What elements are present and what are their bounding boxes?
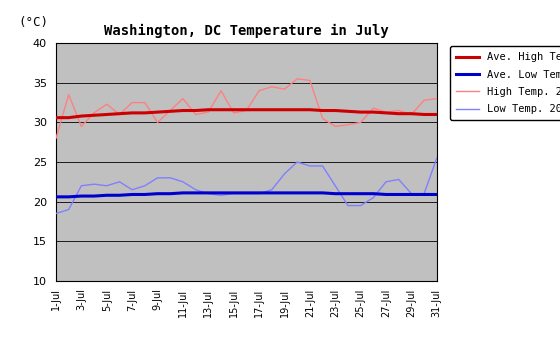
Legend: Ave. High Temp., Ave. Low Temp., High Temp. 2008, Low Temp. 2008: Ave. High Temp., Ave. Low Temp., High Te… — [450, 46, 560, 120]
Title: Washington, DC Temperature in July: Washington, DC Temperature in July — [104, 24, 389, 38]
Text: (°C): (°C) — [18, 16, 48, 29]
